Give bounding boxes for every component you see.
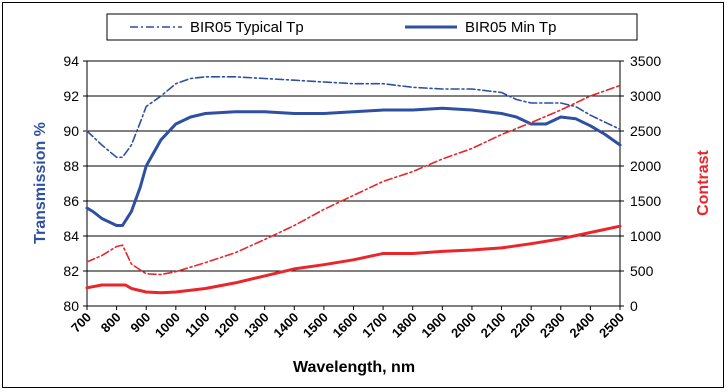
x-tick-label: 1900	[418, 310, 449, 341]
plot-area	[86, 60, 621, 307]
left-axis-ticks: 80 82 84 86 88 90 92 94	[63, 53, 87, 314]
right-tick-label: 500	[630, 263, 654, 279]
x-tick-label: 1800	[389, 310, 420, 341]
right-axis-ticks: 0 500 1000 1500 2000 2500 3000 3500	[620, 53, 661, 314]
x-axis-title: Wavelength, nm	[293, 359, 415, 376]
y-axis-left-title: Transmission %	[32, 122, 49, 244]
x-tick-label: 1400	[270, 310, 301, 341]
x-tick-label: 1100	[182, 310, 213, 341]
legend-label: BIR05 Min Tp	[465, 19, 556, 36]
gridlines	[87, 95, 620, 272]
left-tick-label: 82	[63, 263, 79, 279]
legend-box	[106, 13, 638, 41]
right-tick-label: 3500	[630, 53, 661, 69]
x-tick-label: 2500	[596, 310, 627, 341]
x-tick-label: 900	[127, 310, 153, 336]
right-tick-label: 2500	[630, 123, 661, 139]
x-tick-label: 1200	[211, 310, 242, 341]
left-tick-label: 88	[63, 158, 79, 174]
x-tick-label: 2400	[566, 310, 597, 341]
left-tick-label: 84	[63, 228, 79, 244]
right-tick-label: 1000	[630, 228, 661, 244]
x-tick-label: 2200	[507, 310, 538, 341]
right-tick-label: 3000	[630, 88, 661, 104]
legend: BIR05 Typical Tp BIR05 Min Tp	[130, 19, 556, 36]
left-tick-label: 94	[63, 53, 79, 69]
x-tick-label: 1300	[241, 310, 272, 341]
x-tick-label: 2100	[478, 310, 509, 341]
series-line-transmission-min	[85, 106, 622, 227]
series-layer	[85, 76, 622, 295]
x-tick-label: 1700	[359, 310, 390, 341]
left-tick-label: 92	[63, 88, 79, 104]
left-tick-label: 80	[63, 298, 79, 314]
x-tick-label: 2300	[537, 310, 568, 341]
series-line-transmission-typical	[86, 76, 621, 159]
x-tick-label: 2000	[448, 310, 479, 341]
x-tick-label: 1600	[330, 310, 361, 341]
x-tick-label: 1500	[300, 310, 331, 341]
x-tick-label: 1000	[152, 310, 183, 341]
left-tick-label: 90	[63, 123, 79, 139]
right-tick-label: 1500	[630, 193, 661, 209]
left-tick-label: 86	[63, 193, 79, 209]
right-tick-label: 0	[630, 298, 638, 314]
y-axis-right-title: Contrast	[695, 149, 712, 215]
legend-label: BIR05 Typical Tp	[190, 19, 304, 36]
right-tick-label: 2000	[630, 158, 661, 174]
series-line-contrast-typical	[86, 84, 621, 276]
series-line-contrast-min	[85, 224, 622, 295]
x-tick-label: 800	[98, 310, 124, 336]
